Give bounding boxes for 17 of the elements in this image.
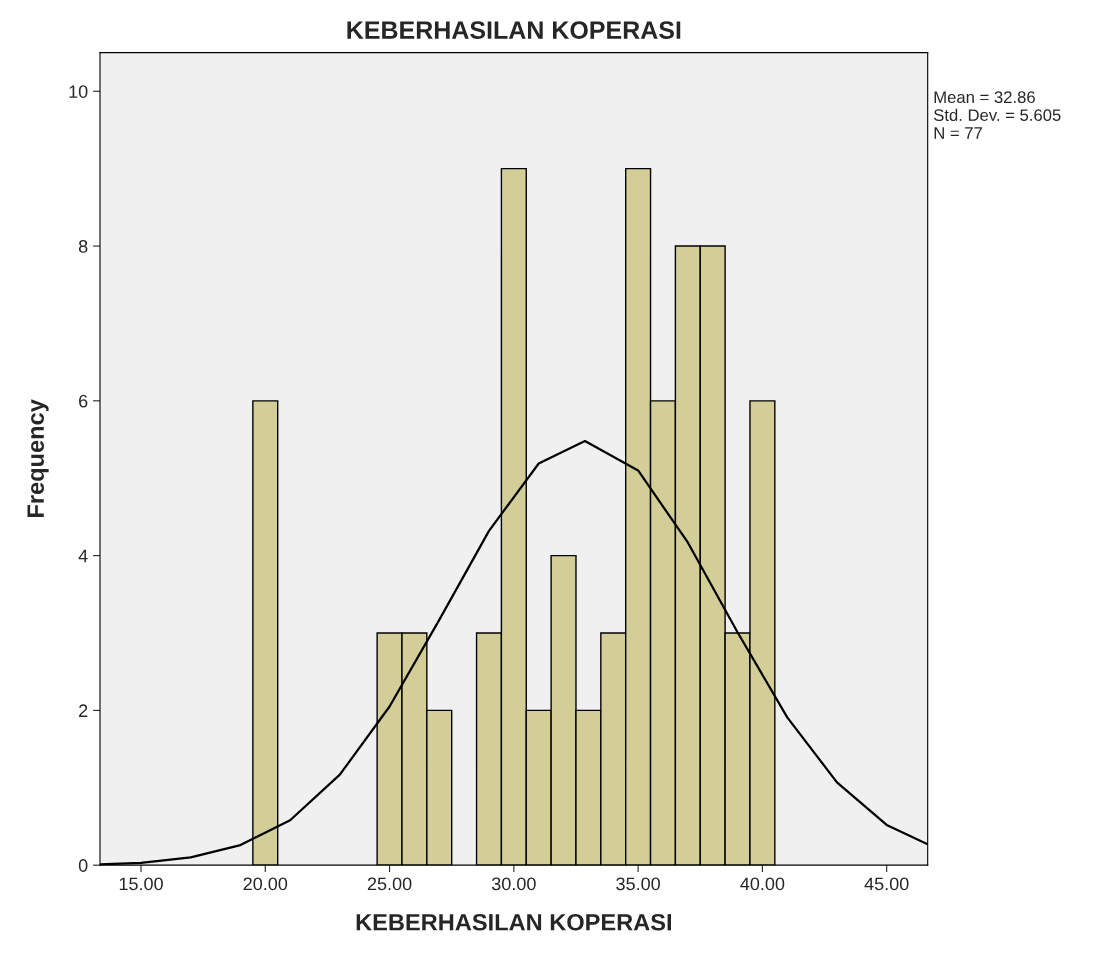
- y-tick-label: 4: [78, 549, 88, 563]
- x-tick-label: 25.00: [367, 877, 412, 891]
- x-tick-label: 45.00: [864, 877, 909, 891]
- chart-title: KEBERHASILAN KOPERASI: [347, 21, 681, 39]
- y-tick-label: 10: [69, 85, 88, 98]
- x-tick-label: 35.00: [616, 877, 660, 891]
- x-tick-label: 40.00: [740, 877, 785, 891]
- y-tick-label: 0: [78, 859, 88, 872]
- x-tick-label: 20.00: [243, 877, 288, 891]
- x-tick-label: 15.00: [119, 877, 163, 891]
- x-tick-label: 30.00: [491, 877, 536, 891]
- y-axis-title: Frequency: [27, 399, 49, 517]
- y-tick-label: 8: [78, 239, 88, 253]
- text: Mean = 32.86 Std. Dev. = 5.605 N = 77: [934, 91, 1061, 139]
- y-tick-label: 2: [79, 704, 88, 717]
- y-tick-label: 6: [79, 394, 88, 408]
- x-axis-title: KEBERHASILAN KOPERASI: [356, 913, 671, 931]
